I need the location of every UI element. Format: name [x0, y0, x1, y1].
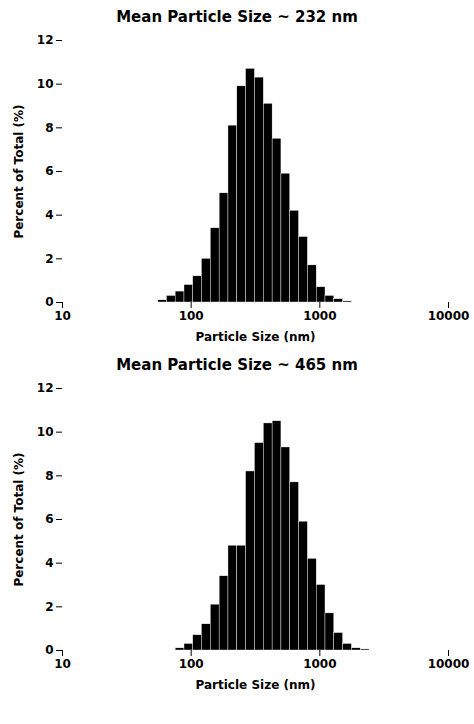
svg-text:1000: 1000	[303, 309, 336, 323]
svg-text:10: 10	[54, 657, 71, 671]
svg-text:10000: 10000	[428, 309, 470, 323]
svg-text:2: 2	[45, 252, 53, 266]
svg-text:1000: 1000	[303, 657, 336, 671]
svg-text:0: 0	[45, 295, 53, 309]
svg-text:10: 10	[54, 309, 71, 323]
svg-text:0: 0	[45, 643, 53, 657]
svg-text:100: 100	[179, 657, 204, 671]
html-text:Mean Particle Size ~ 465 nm: Mean Particle Size ~ 465 nm	[116, 356, 358, 374]
svg-text:4: 4	[45, 208, 53, 222]
svg-text:10: 10	[37, 425, 54, 439]
svg-text:12: 12	[37, 381, 54, 395]
svg-text:100: 100	[179, 309, 204, 323]
svg-text:8: 8	[45, 121, 53, 135]
svg-text:Percent of Total (%): Percent of Total (%)	[12, 452, 26, 586]
svg-text:2: 2	[45, 600, 53, 614]
html-text:Mean Particle Size ~ 232 nm: Mean Particle Size ~ 232 nm	[116, 8, 358, 26]
svg-text:Particle Size (nm): Particle Size (nm)	[196, 678, 316, 692]
svg-text:Percent of Total (%): Percent of Total (%)	[12, 104, 26, 238]
svg-text:12: 12	[37, 33, 54, 47]
svg-text:6: 6	[45, 164, 53, 178]
svg-text:4: 4	[45, 556, 53, 570]
svg-text:10: 10	[37, 77, 54, 91]
svg-text:8: 8	[45, 469, 53, 483]
svg-text:10000: 10000	[428, 657, 470, 671]
svg-text:6: 6	[45, 512, 53, 526]
svg-text:Particle Size (nm): Particle Size (nm)	[196, 330, 316, 344]
